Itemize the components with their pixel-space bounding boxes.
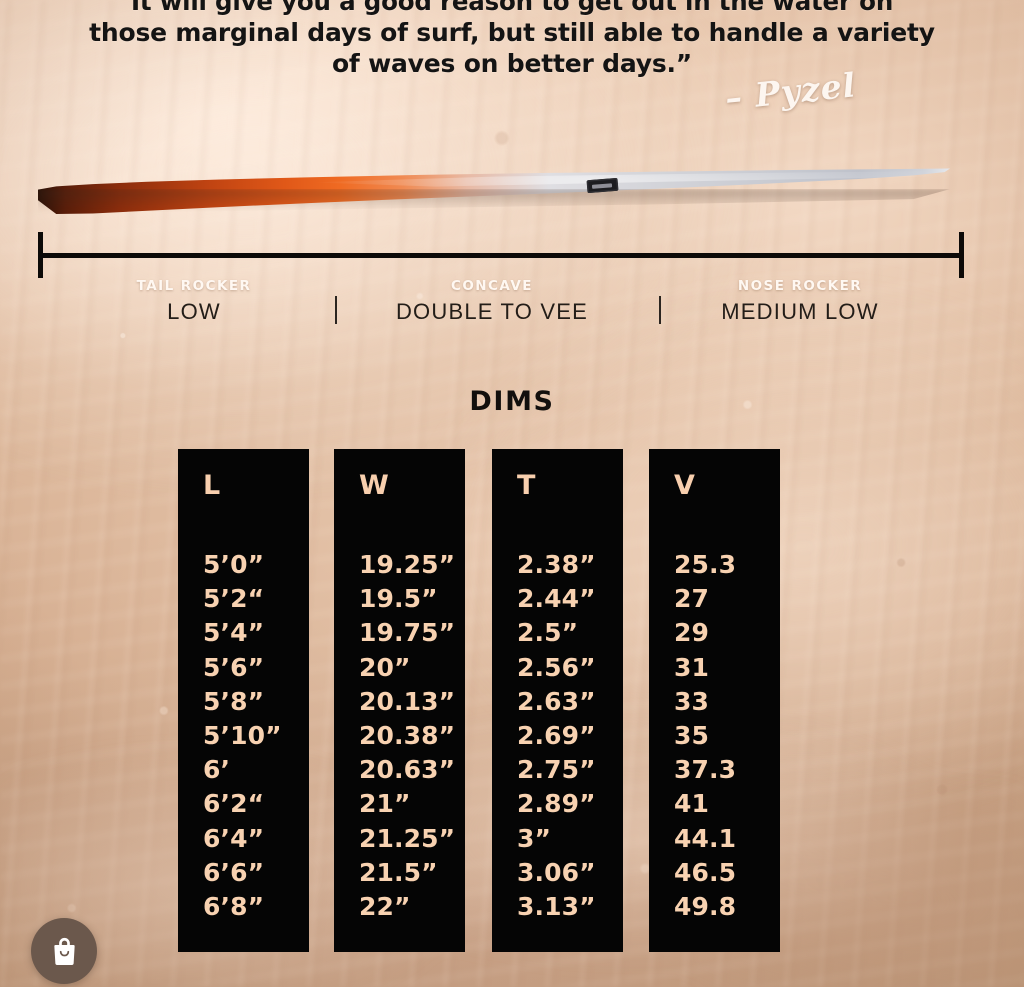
surfboard-shadow (38, 189, 950, 214)
bracket-rule (38, 253, 964, 258)
dims-column-header: W (359, 470, 390, 501)
dims-cell: 3.13” (517, 892, 596, 922)
dims-cell: 19.5” (359, 584, 438, 614)
dims-cell: 46.5 (674, 857, 737, 887)
dims-cell: 41 (674, 789, 709, 819)
dims-cell: 35 (674, 721, 709, 751)
dims-cell: 6’8” (203, 892, 265, 922)
dims-cell: 31 (674, 652, 709, 682)
dims-cell: 25.3 (674, 550, 737, 579)
dims-cell: 2.44” (517, 584, 596, 614)
dims-column-thickness: T 2.38” 2.44” 2.5” 2.56” 2.63” 2.69” 2.75” 2.89… (492, 449, 623, 952)
dims-column-values: 19.25” 19.5” 19.75” 20” 20.13” 20.38” 20.63” 21… (359, 548, 465, 924)
dims-cell: 2.56” (517, 652, 596, 682)
dims-column-header: T (517, 470, 536, 501)
quote-line-3: of waves on better days.” (331, 49, 693, 78)
dims-column-header: V (674, 470, 696, 501)
dims-cell: 2.38” (517, 550, 596, 579)
dims-cell: 5’4” (203, 618, 265, 648)
dims-cell: 19.25” (359, 550, 456, 579)
dims-cell: 2.63” (517, 686, 596, 716)
dims-cell: 21.25” (359, 823, 456, 853)
spec-concave-key: CONCAVE (451, 278, 533, 294)
dims-column-length: L 5’0” 5’2“ 5’4” 5’6” 5’8” 5’10” 6’ 6’2“ 6’4” 6’6… (178, 449, 309, 952)
dims-cell: 5’2“ (203, 584, 265, 614)
surfboard-logo-badge (586, 177, 619, 194)
dims-cell: 19.75” (359, 618, 456, 648)
dims-cell: 2.75” (517, 755, 596, 785)
dims-cell: 6’4” (203, 823, 265, 853)
dims-cell: 20.63” (359, 755, 456, 785)
quote-line-2: those marginal days of surf, but still a… (89, 18, 935, 47)
surfboard-profile (38, 168, 950, 214)
dims-cell: 27 (674, 584, 709, 614)
dims-cell: 21” (359, 789, 411, 819)
spec-tail-rocker-value: LOW (167, 299, 221, 324)
dims-cell: 3.06” (517, 857, 596, 887)
spec-concave: CONCAVE DOUBLE TO VEE (361, 278, 623, 325)
dims-cell: 5’10” (203, 721, 282, 751)
dims-cell: 49.8 (674, 892, 737, 922)
dims-cell: 5’8” (203, 686, 265, 716)
dims-cell: 44.1 (674, 823, 737, 853)
dims-cell: 20” (359, 652, 411, 682)
dims-title: DIMS (469, 386, 555, 417)
dims-column-volume: V 25.3 27 29 31 33 35 37.3 41 44.1 46.5 49.8 (649, 449, 780, 952)
dims-cell: 2.69” (517, 721, 596, 751)
spec-nose-rocker: NOSE ROCKER MEDIUM LOW (670, 278, 930, 325)
measurement-bracket (38, 232, 964, 278)
spec-divider-2 (659, 296, 661, 324)
dims-cell: 5’0” (203, 550, 265, 579)
dims-cell: 5’6” (203, 652, 265, 682)
dims-cell: 20.13” (359, 686, 456, 716)
spec-divider-1 (335, 296, 337, 324)
dims-cell: 21.5” (359, 857, 438, 887)
shopping-bag-button[interactable] (31, 918, 97, 984)
dims-cell: 22” (359, 892, 411, 922)
quote-block: It will give you a good reason to get ou… (0, 0, 1024, 79)
quote-line-1: It will give you a good reason to get ou… (130, 0, 894, 16)
spec-concave-value: DOUBLE TO VEE (395, 299, 589, 324)
dims-cell: 2.5” (517, 618, 579, 648)
bracket-cap-right (959, 232, 964, 278)
dims-column-width: W 19.25” 19.5” 19.75” 20” 20.13” 20.38” 20.63”… (334, 449, 465, 952)
dims-column-values: 25.3 27 29 31 33 35 37.3 41 44.1 46.5 49.8 (674, 548, 780, 924)
dims-column-values: 2.38” 2.44” 2.5” 2.56” 2.63” 2.69” 2.75” 2.89” 3… (517, 548, 623, 924)
dims-cell: 2.89” (517, 789, 596, 819)
dims-column-values: 5’0” 5’2“ 5’4” 5’6” 5’8” 5’10” 6’ 6’2“ 6’4” 6’6” 6… (203, 548, 309, 924)
dims-cell: 6’6” (203, 857, 265, 887)
spec-row: TAIL ROCKER LOW CONCAVE DOUBLE TO VEE NO… (0, 278, 1024, 328)
dims-column-header: L (203, 470, 221, 501)
dims-cell: 33 (674, 686, 709, 716)
surfboard-illustration (38, 160, 950, 220)
spec-nose-rocker-value: MEDIUM LOW (721, 299, 879, 324)
dims-cell: 3” (517, 823, 552, 853)
spec-tail-rocker-key: TAIL ROCKER (136, 278, 252, 294)
spec-tail-rocker: TAIL ROCKER LOW (64, 278, 324, 325)
dims-cell: 37.3 (674, 755, 737, 785)
dims-table: L 5’0” 5’2“ 5’4” 5’6” 5’8” 5’10” 6’ 6’2“ 6’4” 6’6… (0, 449, 1024, 952)
dims-cell: 29 (674, 618, 709, 648)
spec-nose-rocker-key: NOSE ROCKER (737, 278, 863, 294)
dims-cell: 6’2“ (203, 789, 265, 819)
dims-cell: 6’ (203, 755, 231, 785)
dims-cell: 20.38” (359, 721, 456, 751)
shopping-bag-icon (51, 937, 78, 966)
